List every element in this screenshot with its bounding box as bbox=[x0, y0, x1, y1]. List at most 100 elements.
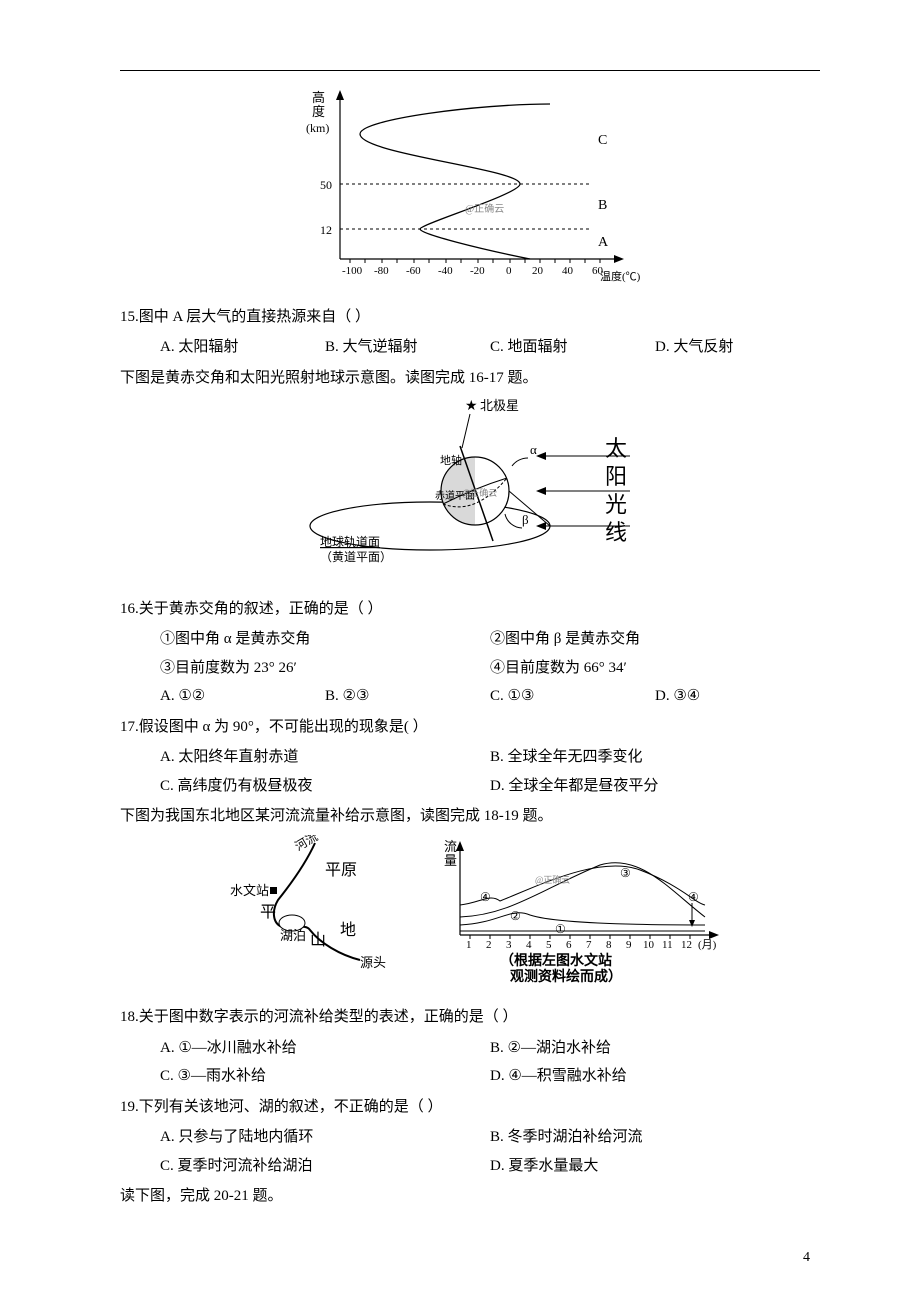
q19-stem: 19.下列有关该地河、湖的叙述，不正确的是（ ） bbox=[120, 1093, 820, 1122]
figure-atmosphere-layers: 高 度 (km) 50 12 A B C -100 -80 -60 -40 -2… bbox=[120, 84, 820, 295]
svg-text:北极星: 北极星 bbox=[480, 398, 519, 413]
svg-text:0: 0 bbox=[506, 265, 512, 277]
svg-text:源头: 源头 bbox=[360, 955, 386, 970]
q17-stem: 17.假设图中 α 为 90°，不可能出现的现象是( ） bbox=[120, 713, 820, 742]
svg-text:平原: 平原 bbox=[325, 862, 357, 879]
label-A: A bbox=[598, 235, 609, 250]
svg-text:9: 9 bbox=[626, 939, 632, 951]
q17-options-row1: A. 太阳终年直射赤道 B. 全球全年无四季变化 bbox=[120, 743, 820, 772]
svg-text:11: 11 bbox=[662, 939, 673, 951]
label-C: C bbox=[598, 133, 607, 148]
svg-text:10: 10 bbox=[643, 939, 655, 951]
q18-stem: 18.关于图中数字表示的河流补给类型的表述，正确的是（ ） bbox=[120, 1003, 820, 1032]
svg-text:20: 20 bbox=[532, 265, 544, 277]
intro-16-17: 下图是黄赤交角和太阳光照射地球示意图。读图完成 16-17 题。 bbox=[120, 364, 820, 393]
q15-opt-c: C. 地面辐射 bbox=[490, 333, 655, 362]
svg-text:水文站: 水文站 bbox=[230, 883, 269, 898]
q15-opt-d: D. 大气反射 bbox=[655, 333, 820, 362]
y-label-2: 度 bbox=[312, 104, 325, 119]
ytick-50: 50 bbox=[320, 178, 332, 192]
page-root: 高 度 (km) 50 12 A B C -100 -80 -60 -40 -2… bbox=[0, 0, 920, 1302]
q15-opt-b: B. 大气逆辐射 bbox=[325, 333, 490, 362]
svg-text:5: 5 bbox=[546, 939, 552, 951]
q15-options: A. 太阳辐射 B. 大气逆辐射 C. 地面辐射 D. 大气反射 bbox=[120, 333, 820, 362]
svg-text:量: 量 bbox=[444, 853, 457, 868]
q16-stmt4: ④目前度数为 66° 34′ bbox=[490, 654, 820, 683]
q16-opt-c: C. ①③ bbox=[490, 682, 655, 711]
q18-options-row2: C. ③—雨水补给 D. ④—积雪融水补给 bbox=[120, 1062, 820, 1091]
q18-opt-a: A. ①—冰川融水补给 bbox=[160, 1034, 490, 1063]
q18-opt-c: C. ③—雨水补给 bbox=[160, 1062, 490, 1091]
ecliptic-svg: ★ 北极星 地轴 赤道平面 地球轨道面 （黄道平面） bbox=[290, 396, 650, 576]
top-rule bbox=[120, 70, 820, 71]
q16-opt-d: D. ③④ bbox=[655, 682, 820, 711]
svg-text:观测资料绘而成）: 观测资料绘而成） bbox=[510, 968, 622, 985]
q16-opt-b: B. ②③ bbox=[325, 682, 490, 711]
svg-text:湖泊: 湖泊 bbox=[280, 928, 306, 943]
svg-text:②: ② bbox=[510, 909, 521, 923]
q19-options-row1: A. 只参与了陆地内循环 B. 冬季时湖泊补给河流 bbox=[120, 1123, 820, 1152]
q19-opt-b: B. 冬季时湖泊补给河流 bbox=[490, 1123, 820, 1152]
svg-text:40: 40 bbox=[562, 265, 574, 277]
svg-text:（黄道平面）: （黄道平面） bbox=[320, 550, 392, 564]
svg-text:光: 光 bbox=[605, 492, 627, 517]
svg-text:太: 太 bbox=[605, 436, 627, 461]
q15-opt-a: A. 太阳辐射 bbox=[160, 333, 325, 362]
svg-text:(月): (月) bbox=[698, 939, 717, 951]
q16-stmt3: ③目前度数为 23° 26′ bbox=[160, 654, 490, 683]
svg-text:平: 平 bbox=[260, 904, 276, 921]
svg-text:线: 线 bbox=[605, 520, 627, 545]
svg-text:④: ④ bbox=[688, 890, 699, 904]
intro-18-19: 下图为我国东北地区某河流流量补给示意图，读图完成 18-19 题。 bbox=[120, 802, 820, 831]
page-number: 4 bbox=[803, 1245, 810, 1272]
svg-text:-60: -60 bbox=[406, 265, 421, 277]
y-unit: (km) bbox=[306, 121, 329, 135]
y-label-1: 高 bbox=[312, 90, 325, 105]
q16-stmt2: ②图中角 β 是黄赤交角 bbox=[490, 625, 820, 654]
svg-text:β: β bbox=[522, 512, 529, 527]
intro-20-21: 读下图，完成 20-21 题。 bbox=[120, 1182, 820, 1211]
svg-text:3: 3 bbox=[506, 939, 512, 951]
svg-text:2: 2 bbox=[486, 939, 492, 951]
svg-text:-80: -80 bbox=[374, 265, 389, 277]
q16-stmts-row1: ①图中角 α 是黄赤交角 ②图中角 β 是黄赤交角 bbox=[120, 625, 820, 654]
figure-ecliptic: ★ 北极星 地轴 赤道平面 地球轨道面 （黄道平面） bbox=[120, 396, 820, 587]
x-unit: 温度(℃) bbox=[600, 269, 640, 283]
svg-text:地轴: 地轴 bbox=[440, 453, 462, 467]
svg-text:7: 7 bbox=[586, 939, 592, 951]
svg-text:地: 地 bbox=[340, 921, 356, 939]
q17-opt-d: D. 全球全年都是昼夜平分 bbox=[490, 772, 820, 801]
atmosphere-svg: 高 度 (km) 50 12 A B C -100 -80 -60 -40 -2… bbox=[300, 84, 640, 284]
q19-options-row2: C. 夏季时河流补给湖泊 D. 夏季水量最大 bbox=[120, 1152, 820, 1181]
svg-text:1: 1 bbox=[466, 939, 472, 951]
label-B: B bbox=[598, 198, 607, 213]
q18-opt-d: D. ④—积雪融水补给 bbox=[490, 1062, 820, 1091]
svg-text:④: ④ bbox=[480, 890, 491, 904]
svg-text:@正确云: @正确云 bbox=[462, 487, 497, 498]
q17-opt-a: A. 太阳终年直射赤道 bbox=[160, 743, 490, 772]
figure-river-supply: 河流 水文站 平原 平 湖泊 山 地 源头 流 量 bbox=[120, 835, 820, 996]
q19-opt-d: D. 夏季水量最大 bbox=[490, 1152, 820, 1181]
q19-opt-a: A. 只参与了陆地内循环 bbox=[160, 1123, 490, 1152]
svg-text:12: 12 bbox=[681, 939, 692, 951]
svg-text:α: α bbox=[530, 442, 537, 457]
svg-text:4: 4 bbox=[526, 939, 532, 951]
ytick-12: 12 bbox=[320, 223, 332, 237]
svg-text:-100: -100 bbox=[342, 265, 363, 277]
river-svg: 河流 水文站 平原 平 湖泊 山 地 源头 流 量 bbox=[210, 835, 730, 985]
svg-text:流: 流 bbox=[444, 839, 457, 854]
q18-opt-b: B. ②—湖泊水补给 bbox=[490, 1034, 820, 1063]
q16-stmt1: ①图中角 α 是黄赤交角 bbox=[160, 625, 490, 654]
svg-text:@正确云: @正确云 bbox=[535, 874, 570, 885]
svg-text:阳: 阳 bbox=[605, 464, 627, 489]
svg-text:8: 8 bbox=[606, 939, 612, 951]
q16-opt-a: A. ①② bbox=[160, 682, 325, 711]
svg-text:河流: 河流 bbox=[293, 835, 321, 854]
svg-text:6: 6 bbox=[566, 939, 572, 951]
q16-options: A. ①② B. ②③ C. ①③ D. ③④ bbox=[120, 682, 820, 711]
q18-options-row1: A. ①—冰川融水补给 B. ②—湖泊水补给 bbox=[120, 1034, 820, 1063]
svg-text:-20: -20 bbox=[470, 265, 485, 277]
q17-options-row2: C. 高纬度仍有极昼极夜 D. 全球全年都是昼夜平分 bbox=[120, 772, 820, 801]
watermark1: @正确云 bbox=[465, 202, 504, 215]
svg-text:山: 山 bbox=[310, 931, 326, 949]
